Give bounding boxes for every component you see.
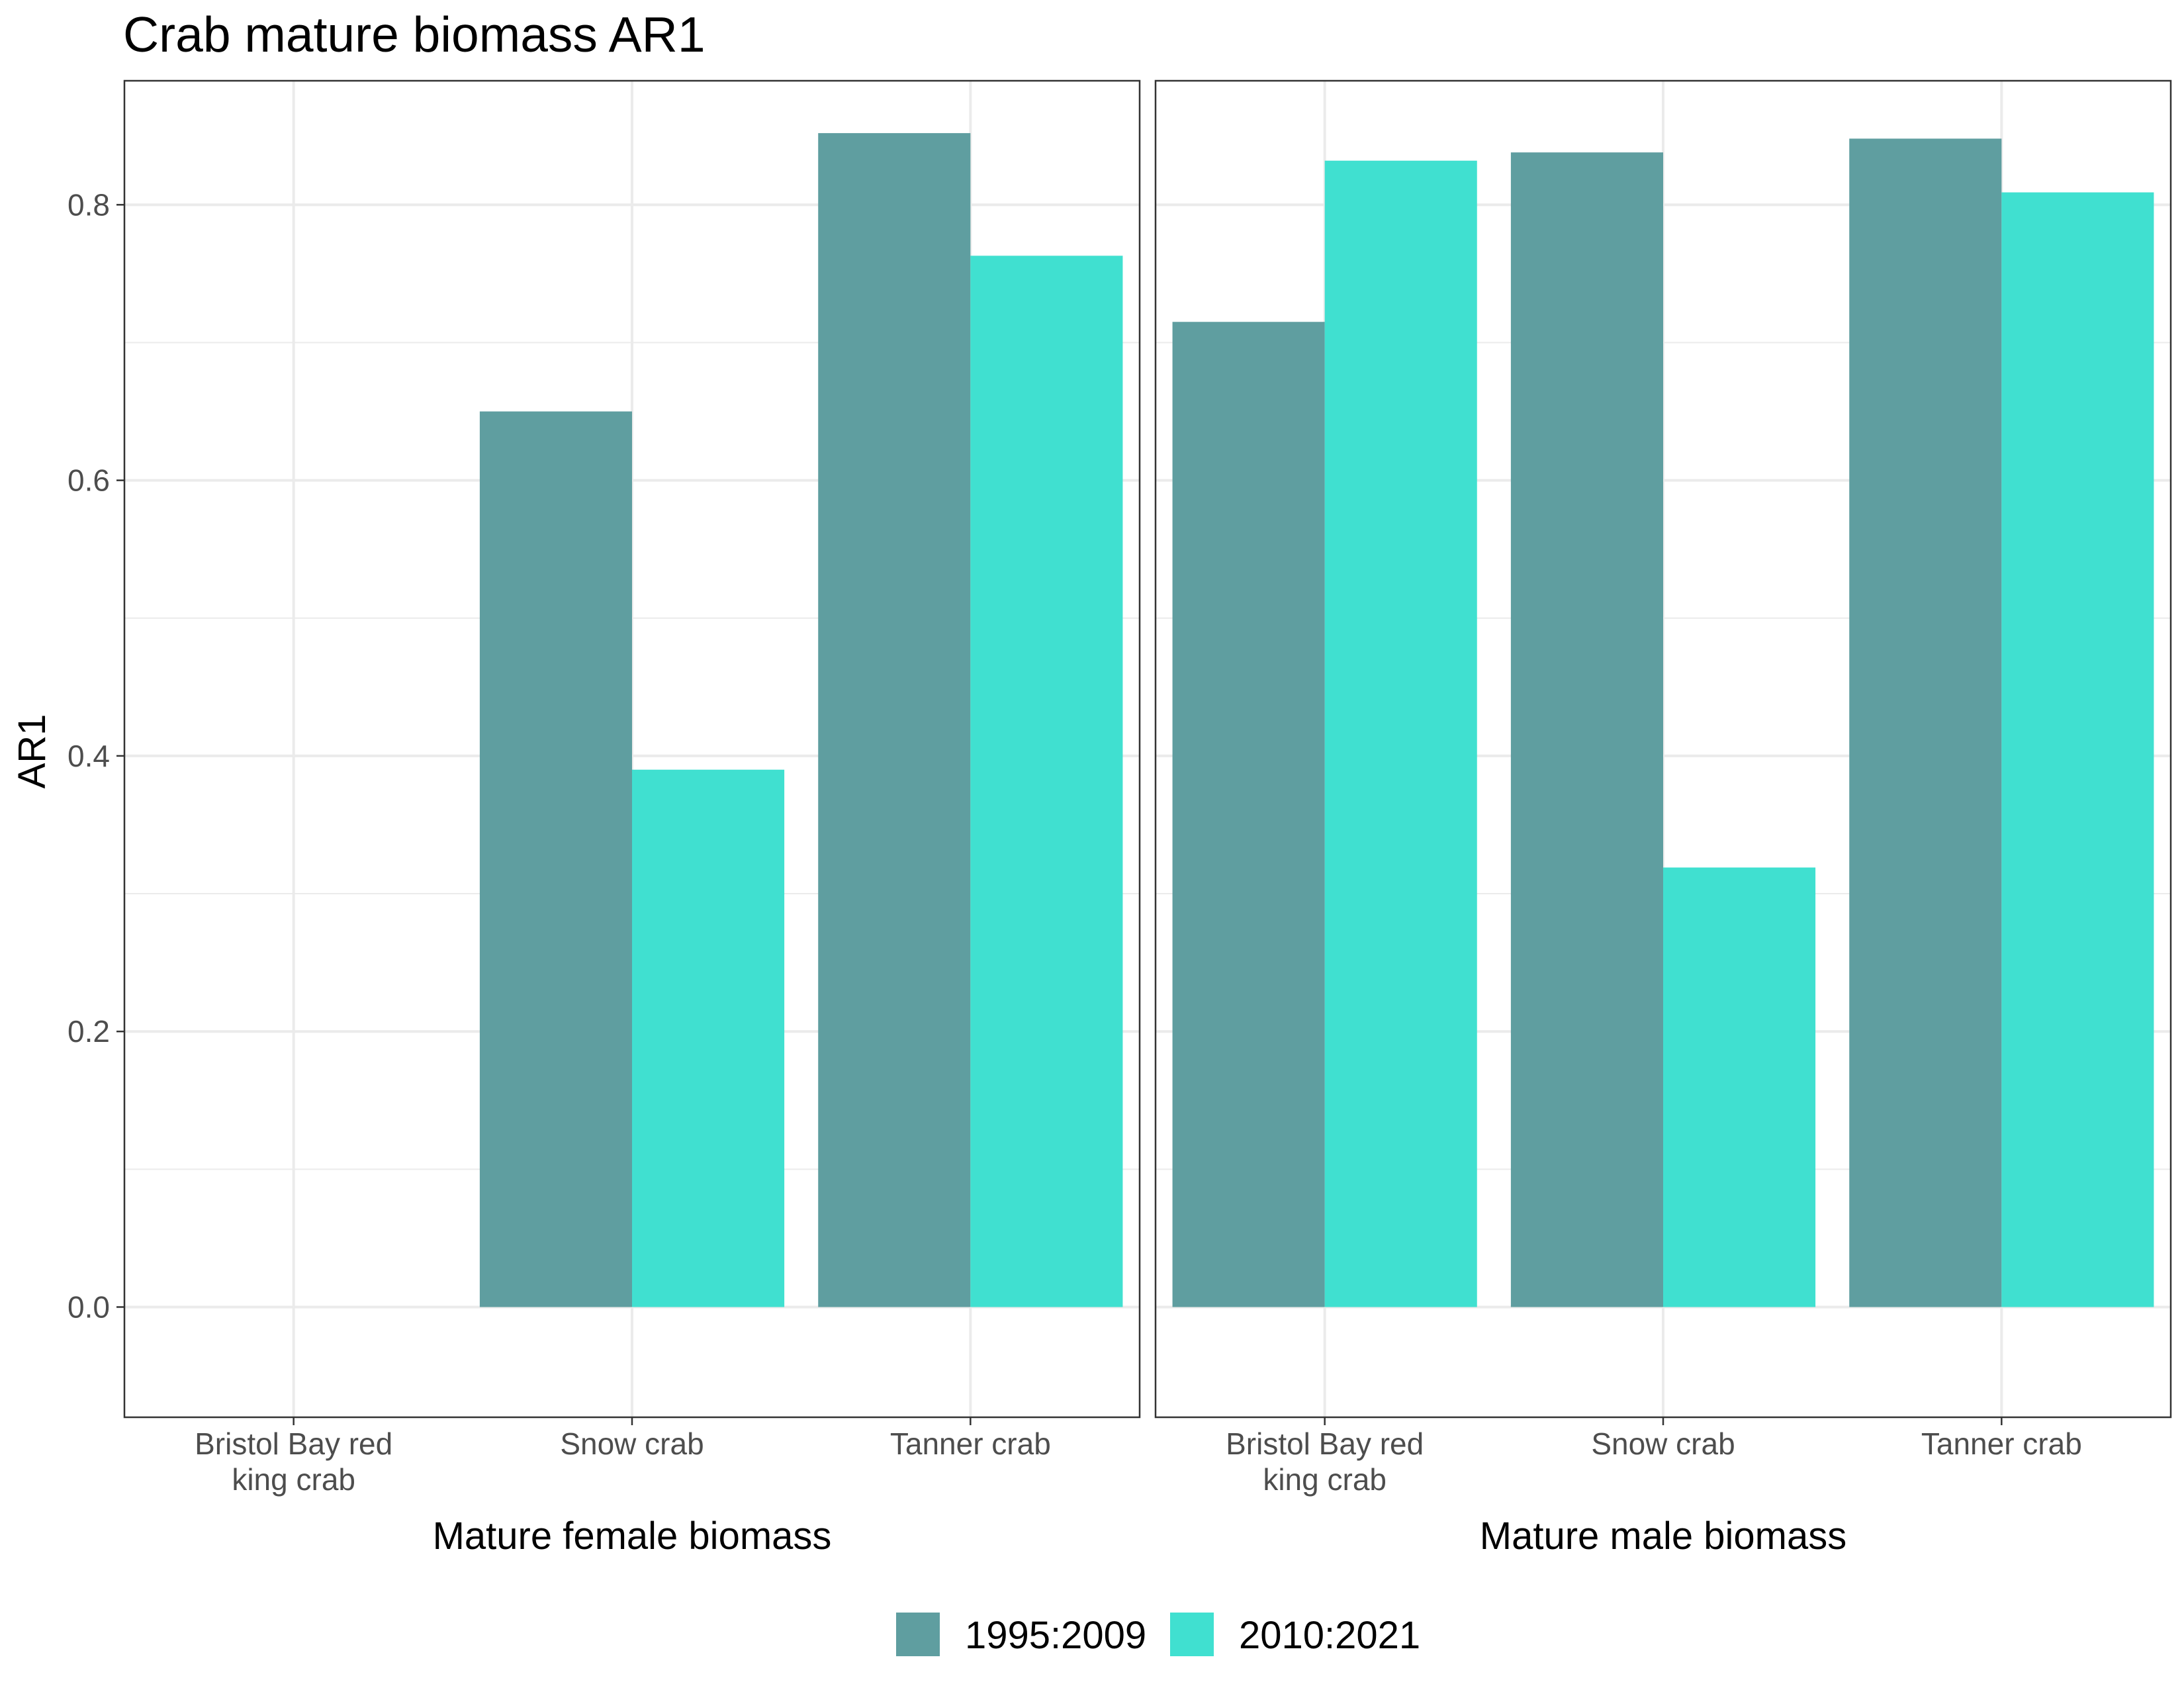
x-tick-label: Tanner crab xyxy=(1921,1427,2082,1461)
x-tick-label: Snow crab xyxy=(560,1427,704,1461)
bar-2010-2021-snow-crab xyxy=(1663,867,1816,1307)
bar-1995-2009-tanner-crab xyxy=(1849,138,2002,1307)
y-tick-label: 0.6 xyxy=(68,463,110,498)
legend: 1995:2009 2010:2021 xyxy=(896,1613,1420,1657)
chart-title: Crab mature biomass AR1 xyxy=(123,7,705,62)
bar-1995-2009-bristol-bay-red-king-crab xyxy=(1172,322,1325,1307)
legend-swatch xyxy=(896,1613,940,1656)
y-tick-label: 0.4 xyxy=(68,739,110,773)
y-tick-label: 0.0 xyxy=(68,1289,110,1324)
bar-1995-2009-tanner-crab xyxy=(818,133,971,1307)
x-tick-label: Tanner crab xyxy=(890,1427,1051,1461)
facet-panels: Bristol Bay red king crab Snow crab Tanner … xyxy=(68,79,2172,1558)
bar-1995-2009-snow-crab xyxy=(1510,152,1663,1307)
y-axis-title: AR1 xyxy=(11,714,54,789)
bar-2010-2021-tanner-crab xyxy=(970,256,1123,1307)
y-tick-label: 0.2 xyxy=(68,1014,110,1049)
legend-swatch xyxy=(1170,1613,1214,1656)
bar-2010-2021-snow-crab xyxy=(632,769,785,1307)
y-tick-label: 0.8 xyxy=(68,187,110,222)
legend-label: 1995:2009 xyxy=(965,1614,1146,1657)
x-tick-label: Snow crab xyxy=(1591,1427,1735,1461)
x-tick-label: Bristol Bay red king crab xyxy=(1226,1427,1424,1497)
bar-1995-2009-snow-crab xyxy=(479,411,632,1307)
x-tick-label: Bristol Bay red king crab xyxy=(195,1427,392,1497)
bar-2010-2021-bristol-bay-red-king-crab xyxy=(1324,160,1477,1307)
x-axis-title: Mature male biomass xyxy=(1480,1515,1846,1558)
panel-1: Bristol Bay red king crab Snow crab Tanner … xyxy=(68,79,1141,1558)
panel-2: Bristol Bay red king crab Snow crab Tanner … xyxy=(1154,79,2172,1558)
legend-item: 1995:2009 xyxy=(896,1613,1146,1657)
bar-2010-2021-tanner-crab xyxy=(2001,192,2154,1307)
legend-item: 2010:2021 xyxy=(1170,1613,1420,1657)
x-axis-title: Mature female biomass xyxy=(433,1515,832,1558)
legend-label: 2010:2021 xyxy=(1239,1614,1420,1657)
